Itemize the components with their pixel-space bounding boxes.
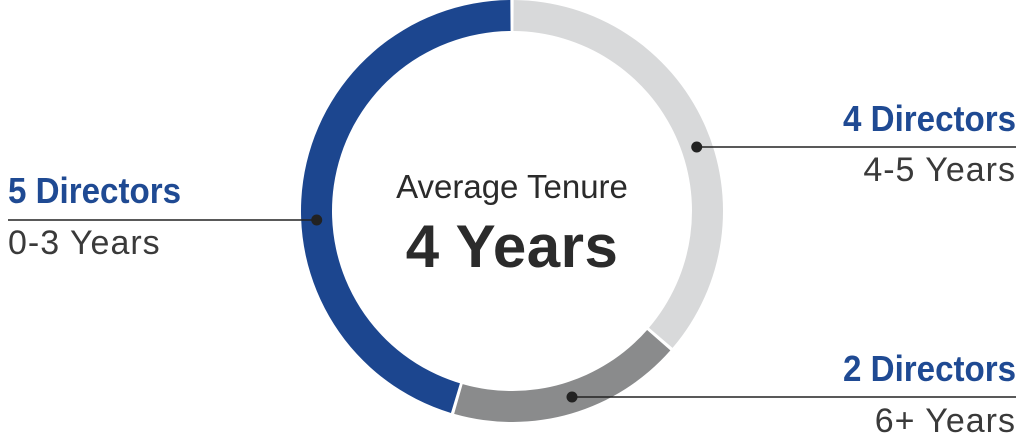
callout-count-0-3-years: 5 Directors bbox=[8, 170, 182, 211]
callout-range-0-3-years: 0-3 Years bbox=[8, 224, 161, 262]
leader-4-5-years-dot bbox=[691, 141, 703, 153]
callout-range-6-plus-years: 6+ Years bbox=[874, 402, 1016, 440]
callout-range-4-5-years: 4-5 Years bbox=[863, 151, 1016, 189]
slice-0-3-years bbox=[300, 0, 511, 413]
leader-0-3-years-dot bbox=[311, 214, 323, 226]
slice-4-5-years bbox=[513, 0, 724, 348]
callout-count-6-plus-years: 2 Directors bbox=[842, 348, 1016, 389]
center-caption: Average Tenure bbox=[396, 168, 628, 205]
slice-6-plus-years bbox=[454, 329, 671, 422]
callout-count-4-5-years: 4 Directors bbox=[842, 98, 1016, 139]
leader-6-plus-years-dot bbox=[566, 391, 578, 403]
center-value: 4 Years bbox=[405, 213, 619, 280]
